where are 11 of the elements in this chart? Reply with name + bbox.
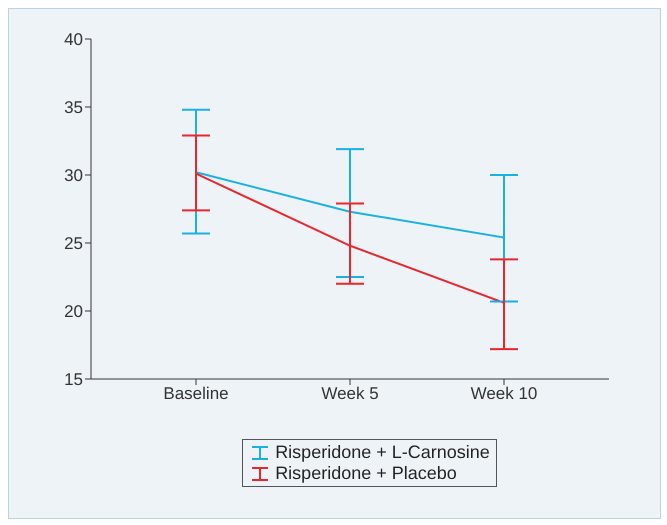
x-tick-label: Week 10	[470, 384, 538, 404]
y-tick-label: 35	[64, 98, 83, 118]
y-tick-label: 25	[64, 234, 83, 254]
y-tick-label: 20	[64, 302, 83, 322]
y-tick-label: 30	[64, 166, 83, 186]
y-tick-label: 15	[64, 370, 83, 390]
y-tick-label: 40	[64, 30, 83, 50]
legend-label: Risperidone + L-Carnosine	[275, 442, 490, 463]
x-tick-label: Week 5	[321, 384, 379, 404]
legend-label: Risperidone + Placebo	[275, 463, 457, 484]
x-tick-label: Baseline	[163, 384, 229, 404]
